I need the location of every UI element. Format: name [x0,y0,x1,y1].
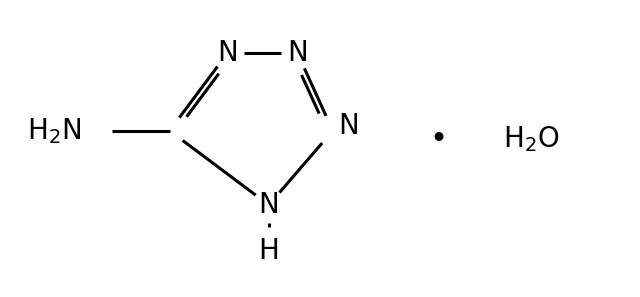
Text: N: N [339,112,359,140]
Text: N: N [217,40,237,67]
Text: N: N [287,40,308,67]
Text: H$_2$N: H$_2$N [28,116,81,146]
Text: H$_2$O: H$_2$O [503,125,559,154]
Text: •: • [429,125,447,154]
Text: H: H [259,237,279,265]
Text: N: N [259,191,279,219]
